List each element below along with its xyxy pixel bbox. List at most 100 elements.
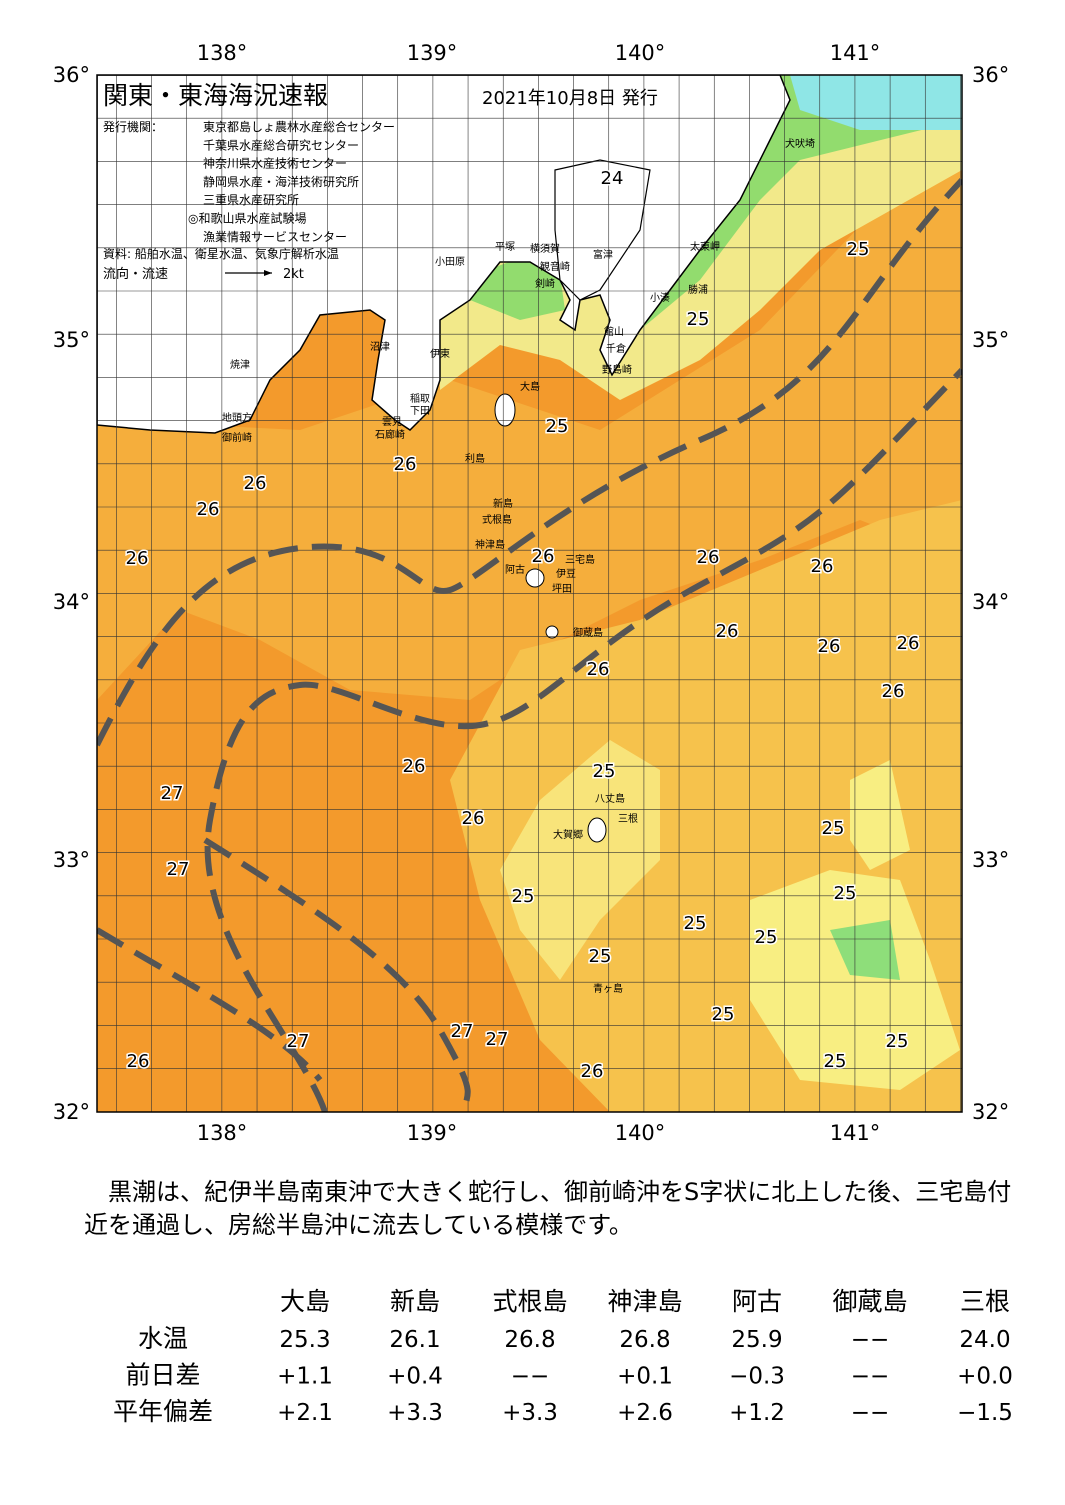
place-name: 小田原 (435, 256, 465, 268)
sea-cool (850, 760, 910, 870)
place-name: 大島 (520, 380, 540, 393)
place-name: 勝浦 (688, 283, 708, 296)
temperature-label: 27 (451, 1021, 474, 1042)
place-name: 阿古 (505, 563, 525, 576)
temperature-label: 26 (716, 621, 739, 642)
lon-label: 138° (197, 41, 248, 65)
sea-cold (830, 920, 900, 980)
temperature-label: 26 (394, 454, 417, 475)
temperature-label: 25 (712, 1004, 735, 1025)
place-name: 稲取 (410, 393, 430, 405)
cell: 26.8 (619, 1327, 670, 1353)
column-header: 新島 (390, 1287, 440, 1316)
temperature-label: 27 (161, 783, 184, 804)
row-label: 前日差 (125, 1361, 200, 1390)
source: 資料: 船舶水温、衛星水温、気象庁解析水温 (103, 246, 339, 261)
place-name: 坪田 (552, 582, 572, 595)
temperature-label: 25 (834, 883, 857, 904)
island (587, 817, 607, 843)
cell: −− (511, 1364, 550, 1390)
cell: +1.1 (277, 1364, 333, 1390)
cell: 24.0 (959, 1327, 1010, 1353)
date: 2021年10月8日 発行 (482, 88, 658, 109)
place-name: 沼津 (370, 340, 390, 353)
lat-label: 34° (53, 590, 90, 614)
place-name: 式根島 (482, 513, 512, 526)
place-name: 大賀郷 (553, 828, 583, 841)
temperature-label: 26 (244, 473, 267, 494)
map-frame (96, 74, 963, 1113)
place-name: 千倉 (606, 342, 626, 355)
issuer: ◎和歌山県水産試験場 (188, 211, 306, 226)
temperature-label: 25 (684, 913, 707, 934)
sea-coldest (790, 75, 962, 130)
place-name: 神津島 (475, 538, 505, 551)
row-label: 水温 (138, 1324, 188, 1353)
temperature-label: 26 (581, 1061, 604, 1082)
temperature-label: 26 (462, 808, 485, 829)
issuer: 三重県水産研究所 (203, 192, 299, 207)
island (494, 393, 516, 427)
place-name: 野島崎 (602, 363, 632, 376)
place-name: 青ヶ島 (593, 982, 623, 995)
place-name: 地頭方 (222, 411, 252, 424)
lon-label: 141° (830, 41, 881, 65)
cell: +2.6 (617, 1400, 673, 1426)
temperature-label: 24 (601, 168, 624, 189)
temperature-label: 25 (589, 946, 612, 967)
place-name: 太東岬 (690, 240, 720, 253)
cell: −1.5 (957, 1400, 1013, 1426)
cell: +2.1 (277, 1400, 333, 1426)
lat-label: 35° (53, 328, 90, 352)
map: 関東・東海海況速報 2021年10月8日 発行 発行機関： 資料: 船舶水温、衛… (53, 41, 1009, 1145)
issuer: 静岡県水産・海洋技術研究所 (203, 174, 359, 189)
cell: +0.4 (387, 1364, 443, 1390)
cell: +0.0 (957, 1364, 1013, 1390)
place-name: 三宅島 (565, 553, 595, 566)
sea-cool (500, 740, 660, 980)
temperature-label: 25 (512, 886, 535, 907)
temperature-label: 25 (546, 416, 569, 437)
cell: +3.3 (387, 1400, 443, 1426)
place-name: 横須賀 (530, 242, 560, 255)
cell: −0.3 (729, 1364, 785, 1390)
legend-label: 流向・流速 (103, 266, 168, 282)
lon-label: 138° (197, 1121, 248, 1145)
place-name: 剣崎 (535, 277, 555, 290)
cell: +3.3 (502, 1400, 558, 1426)
temperature-label: 27 (486, 1029, 509, 1050)
column-header: 大島 (280, 1287, 330, 1316)
place-name: 富津 (593, 248, 613, 261)
issuer: 漁業情報サービスセンター (203, 230, 347, 244)
temperature-label: 25 (822, 818, 845, 839)
place-name: 伊東 (430, 347, 450, 360)
cell: 25.9 (731, 1327, 782, 1353)
place-name: 小湊 (650, 291, 670, 304)
place-name: 三根 (618, 812, 638, 825)
place-name: 御前崎 (222, 431, 252, 444)
place-name: 館山 (604, 325, 624, 338)
lat-label: 32° (53, 1100, 90, 1124)
place-name: 焼津 (230, 359, 250, 371)
issuer: 千葉県水産総合研究センター (203, 137, 359, 152)
temperature-label: 26 (587, 659, 610, 680)
lon-label: 141° (830, 1121, 881, 1145)
note: 黒潮は、紀伊半島南東沖で大きく蛇行し、御前崎沖をS字状に北上した後、三宅島付近を… (84, 1178, 1012, 1239)
cell: 26.8 (504, 1327, 555, 1353)
column-header: 御蔵島 (832, 1287, 907, 1316)
row-label: 平年偏差 (113, 1397, 213, 1426)
lat-label: 33° (972, 848, 1009, 872)
lon-label: 139° (407, 41, 458, 65)
issuer-label: 発行機関： (103, 119, 163, 134)
place-name: 新島 (493, 497, 513, 510)
temperature-label: 25 (687, 309, 710, 330)
temperature-label: 25 (755, 927, 778, 948)
cell: −− (851, 1400, 890, 1426)
temperature-label: 26 (882, 681, 905, 702)
column-header: 阿古 (732, 1287, 782, 1316)
temperature-label: 26 (127, 1051, 150, 1072)
place-name: 御蔵島 (573, 626, 603, 639)
temperature-label: 27 (167, 859, 190, 880)
